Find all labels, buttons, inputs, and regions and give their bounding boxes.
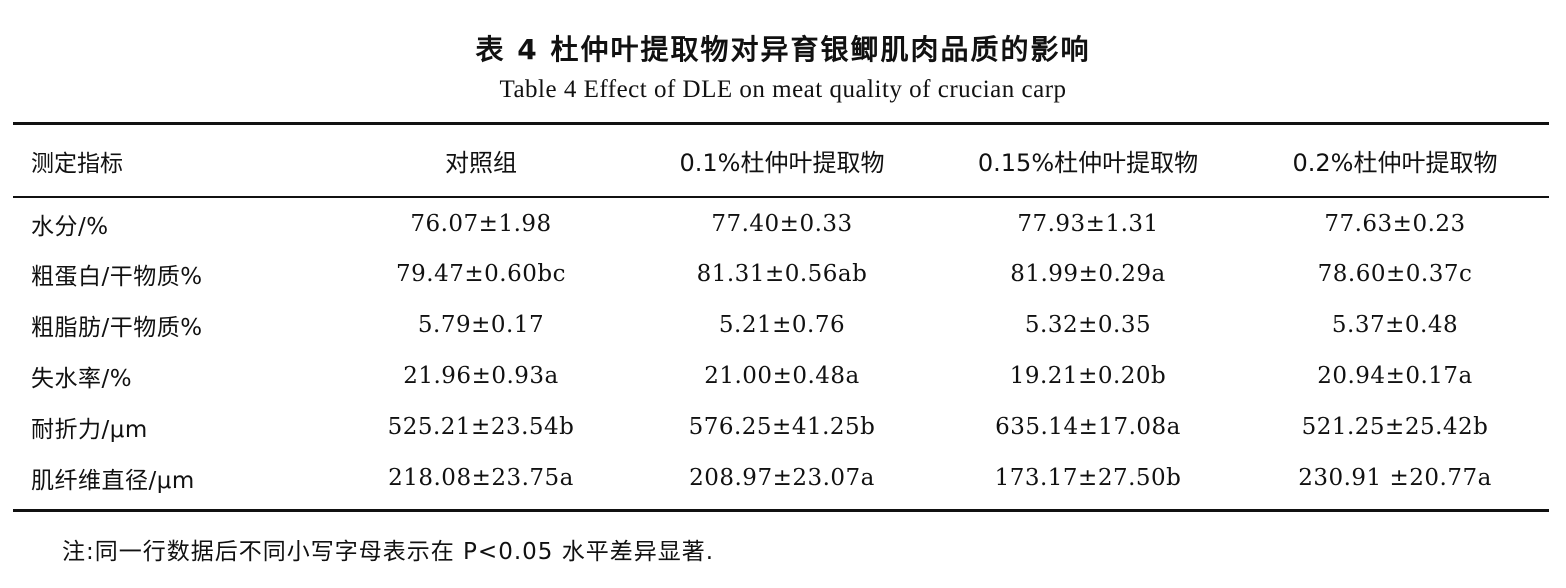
table-cell: 218.08±23.75a (388, 464, 574, 491)
table-cell: 525.21±23.54b (387, 413, 575, 440)
top-rule (13, 122, 1549, 125)
header-rule (13, 196, 1549, 198)
table-cell: 521.25±25.42b (1301, 413, 1489, 440)
table-cell: 5.79±0.17 (417, 311, 545, 338)
row-label: 肌纤维直径/μm (31, 467, 195, 494)
row-label: 粗脂肪/干物质% (31, 314, 203, 341)
table-row: 耐折力/μm 525.21±23.54b 576.25±41.25b 635.1… (13, 401, 1549, 452)
table-cell: 78.60±0.37c (1317, 260, 1473, 287)
table-cell: 21.00±0.48a (704, 362, 860, 389)
table-cell: 19.21±0.20b (1009, 362, 1167, 389)
table-title-english: Table 4 Effect of DLE on meat quality of… (499, 76, 1067, 103)
table-cell: 20.94±0.17a (1317, 362, 1473, 389)
header-cell-dle-0-2: 0.2%杜仲叶提取物 (1292, 149, 1498, 177)
row-label: 耐折力/μm (31, 416, 148, 443)
header-cell-indicator: 测定指标 (31, 150, 123, 177)
table-row: 粗蛋白/干物质% 79.47±0.60bc 81.31±0.56ab 81.99… (13, 248, 1549, 299)
table-row: 粗脂肪/干物质% 5.79±0.17 5.21±0.76 5.32±0.35 5… (13, 299, 1549, 350)
bottom-rule (13, 509, 1549, 512)
table-cell: 576.25±41.25b (688, 413, 876, 440)
table-cell: 81.99±0.29a (1010, 260, 1166, 287)
table-cell: 77.93±1.31 (1017, 211, 1159, 237)
meat-quality-table: 测定指标 对照组 0.1%杜仲叶提取物 0.15%杜仲叶提取物 0.2%杜仲叶提… (13, 125, 1549, 503)
header-cell-control: 对照组 (445, 149, 517, 177)
row-label: 水分/% (31, 214, 109, 240)
table-title-chinese: 表 4 杜仲叶提取物对异育银鲫肌肉品质的影响 (475, 33, 1091, 66)
table-cell: 77.63±0.23 (1324, 211, 1466, 237)
table-cell: 173.17±27.50b (994, 464, 1182, 491)
row-label: 粗蛋白/干物质% (31, 263, 203, 290)
header-row: 测定指标 对照组 0.1%杜仲叶提取物 0.15%杜仲叶提取物 0.2%杜仲叶提… (13, 125, 1549, 196)
table-cell: 635.14±17.08a (995, 413, 1181, 440)
table-cell: 5.32±0.35 (1024, 311, 1152, 338)
table-cell: 230.91 ±20.77a (1298, 464, 1492, 491)
table-cell: 77.40±0.33 (711, 211, 853, 237)
header-cell-dle-0-15: 0.15%杜仲叶提取物 (977, 149, 1199, 177)
table-footnote: 注:同一行数据后不同小写字母表示在 P<0.05 水平差异显著. (62, 539, 715, 565)
table-row: 水分/% 76.07±1.98 77.40±0.33 77.93±1.31 77… (13, 196, 1549, 248)
table-row: 肌纤维直径/μm 218.08±23.75a 208.97±23.07a 173… (13, 452, 1549, 503)
table-cell: 208.97±23.07a (689, 464, 875, 491)
table-row: 失水率/% 21.96±0.93a 21.00±0.48a 19.21±0.20… (13, 350, 1549, 401)
table-cell: 21.96±0.93a (403, 362, 559, 389)
header-cell-dle-0-1: 0.1%杜仲叶提取物 (679, 149, 885, 177)
table-cell: 76.07±1.98 (410, 211, 552, 237)
row-label: 失水率/% (31, 365, 133, 392)
table-cell: 5.21±0.76 (718, 311, 846, 338)
table-cell: 5.37±0.48 (1331, 311, 1459, 338)
table-cell: 81.31±0.56ab (696, 260, 868, 287)
table-cell: 79.47±0.60bc (396, 260, 566, 287)
